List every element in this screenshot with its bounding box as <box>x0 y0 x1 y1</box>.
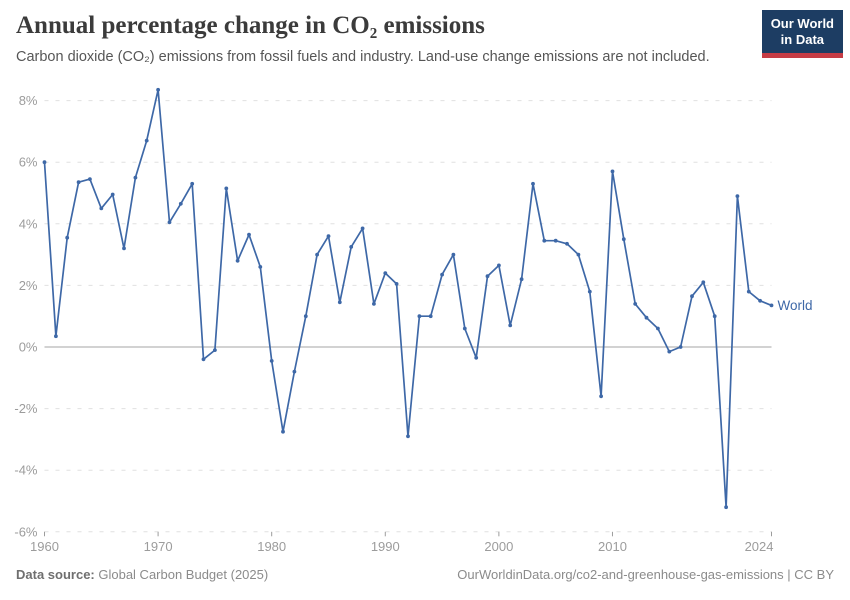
y-axis-tick-label: 8% <box>19 93 38 108</box>
data-point[interactable] <box>406 434 410 439</box>
data-point[interactable] <box>76 180 81 185</box>
data-point[interactable] <box>462 326 467 331</box>
data-point[interactable] <box>474 355 479 360</box>
page-title: Annual percentage change in CO₂ emission… <box>16 12 485 39</box>
data-point[interactable] <box>144 138 149 143</box>
y-axis-tick-label: -4% <box>14 463 38 478</box>
data-point[interactable] <box>644 315 649 320</box>
data-point[interactable] <box>599 394 603 399</box>
data-point[interactable] <box>542 238 547 243</box>
y-axis-tick-label: 2% <box>19 278 38 293</box>
x-axis-tick-label: 1970 <box>144 539 173 554</box>
owid-logo-line1: Our World <box>770 16 834 31</box>
data-point[interactable] <box>110 192 115 197</box>
data-point[interactable] <box>621 237 626 242</box>
data-point[interactable] <box>667 349 672 354</box>
data-point[interactable] <box>258 265 263 269</box>
data-point[interactable] <box>451 252 456 257</box>
owid-logo-line2: in Data <box>780 32 825 47</box>
y-axis-tick-label: -6% <box>14 524 38 539</box>
data-point[interactable] <box>156 87 161 92</box>
data-point[interactable] <box>372 302 376 306</box>
data-point[interactable] <box>746 289 751 294</box>
x-axis-tick-label: 1990 <box>371 539 400 554</box>
data-point[interactable] <box>133 175 138 180</box>
series-line[interactable] <box>43 88 773 509</box>
y-axis-tick-label: 4% <box>19 216 38 231</box>
data-point[interactable] <box>269 359 274 363</box>
data-point[interactable] <box>213 348 217 352</box>
footer-license-link[interactable]: OurWorldinData.org/co2-and-greenhouse-ga… <box>457 567 834 582</box>
data-point[interactable] <box>610 169 615 174</box>
data-point[interactable] <box>531 181 535 186</box>
y-axis-tick-label: 0% <box>19 340 38 355</box>
data-point[interactable] <box>565 241 569 246</box>
data-point[interactable] <box>224 186 229 191</box>
x-axis-tick-label: 2000 <box>484 539 513 554</box>
data-point[interactable] <box>701 280 706 285</box>
data-point[interactable] <box>281 429 285 434</box>
data-point[interactable] <box>54 334 58 339</box>
data-point[interactable] <box>678 345 683 349</box>
y-axis-tick-label: 6% <box>19 155 38 170</box>
data-point[interactable] <box>508 323 513 328</box>
data-point[interactable] <box>633 302 638 306</box>
chart-canvas[interactable]: 8% 6% 4% 2% 0% -2% -4% -6% 1960 1970 1980 1990 2000 2… <box>0 85 850 560</box>
data-point[interactable] <box>326 234 331 239</box>
x-axis-tick-label: 1960 <box>30 539 59 554</box>
data-point[interactable] <box>360 226 365 231</box>
data-point[interactable] <box>247 232 251 237</box>
footer-datasource-label: Data source: <box>16 567 95 582</box>
data-point[interactable] <box>587 289 592 294</box>
data-point[interactable] <box>190 181 195 186</box>
x-axis-tick-label: 1980 <box>257 539 286 554</box>
page-subtitle: Carbon dioxide (CO₂) emissions from foss… <box>16 49 710 65</box>
data-point[interactable] <box>576 252 581 257</box>
data-point[interactable] <box>88 177 92 181</box>
data-point[interactable] <box>337 300 342 305</box>
data-point[interactable] <box>497 263 501 268</box>
data-point[interactable] <box>485 274 490 279</box>
data-point[interactable] <box>758 298 762 303</box>
footer-datasource-value: Global Carbon Budget (2025) <box>94 567 269 582</box>
data-point[interactable] <box>440 272 444 277</box>
data-point[interactable] <box>519 277 524 282</box>
x-axis-tick-label: 2024 <box>745 539 774 554</box>
data-point[interactable] <box>292 369 297 374</box>
data-point[interactable] <box>769 303 774 308</box>
data-point[interactable] <box>656 326 660 331</box>
data-point[interactable] <box>712 314 717 319</box>
chart-header: Annual percentage change in CO₂ emission… <box>16 10 755 67</box>
line-chart-svg[interactable]: 8% 6% 4% 2% 0% -2% -4% -6%1960 1970 1980 1990 2000 2… <box>0 85 850 560</box>
data-point[interactable] <box>178 201 183 206</box>
chart-footer: Data source: Global Carbon Budget (2025)… <box>16 567 834 582</box>
x-axis-tick-label: 2010 <box>598 539 627 554</box>
data-point[interactable] <box>315 252 319 257</box>
data-point[interactable] <box>99 206 104 211</box>
data-point[interactable] <box>383 271 388 275</box>
data-point[interactable] <box>235 258 240 263</box>
data-point[interactable] <box>724 505 728 510</box>
data-point[interactable] <box>167 220 172 225</box>
y-axis-tick-label: -2% <box>14 401 38 416</box>
series-end-label[interactable]: World <box>778 298 813 313</box>
data-point[interactable] <box>428 314 433 319</box>
data-point[interactable] <box>553 238 558 243</box>
data-point[interactable] <box>42 160 47 165</box>
footer-datasource: Data source: Global Carbon Budget (2025) <box>16 567 268 582</box>
data-point[interactable] <box>690 294 694 299</box>
data-point[interactable] <box>303 314 308 319</box>
data-point[interactable] <box>417 314 422 319</box>
data-point[interactable] <box>122 246 126 251</box>
data-point[interactable] <box>65 235 70 240</box>
data-point[interactable] <box>201 357 206 362</box>
data-point[interactable] <box>349 245 354 249</box>
data-point[interactable] <box>394 282 399 286</box>
data-point[interactable] <box>735 194 740 198</box>
owid-logo[interactable]: Our World in Data <box>761 10 843 58</box>
